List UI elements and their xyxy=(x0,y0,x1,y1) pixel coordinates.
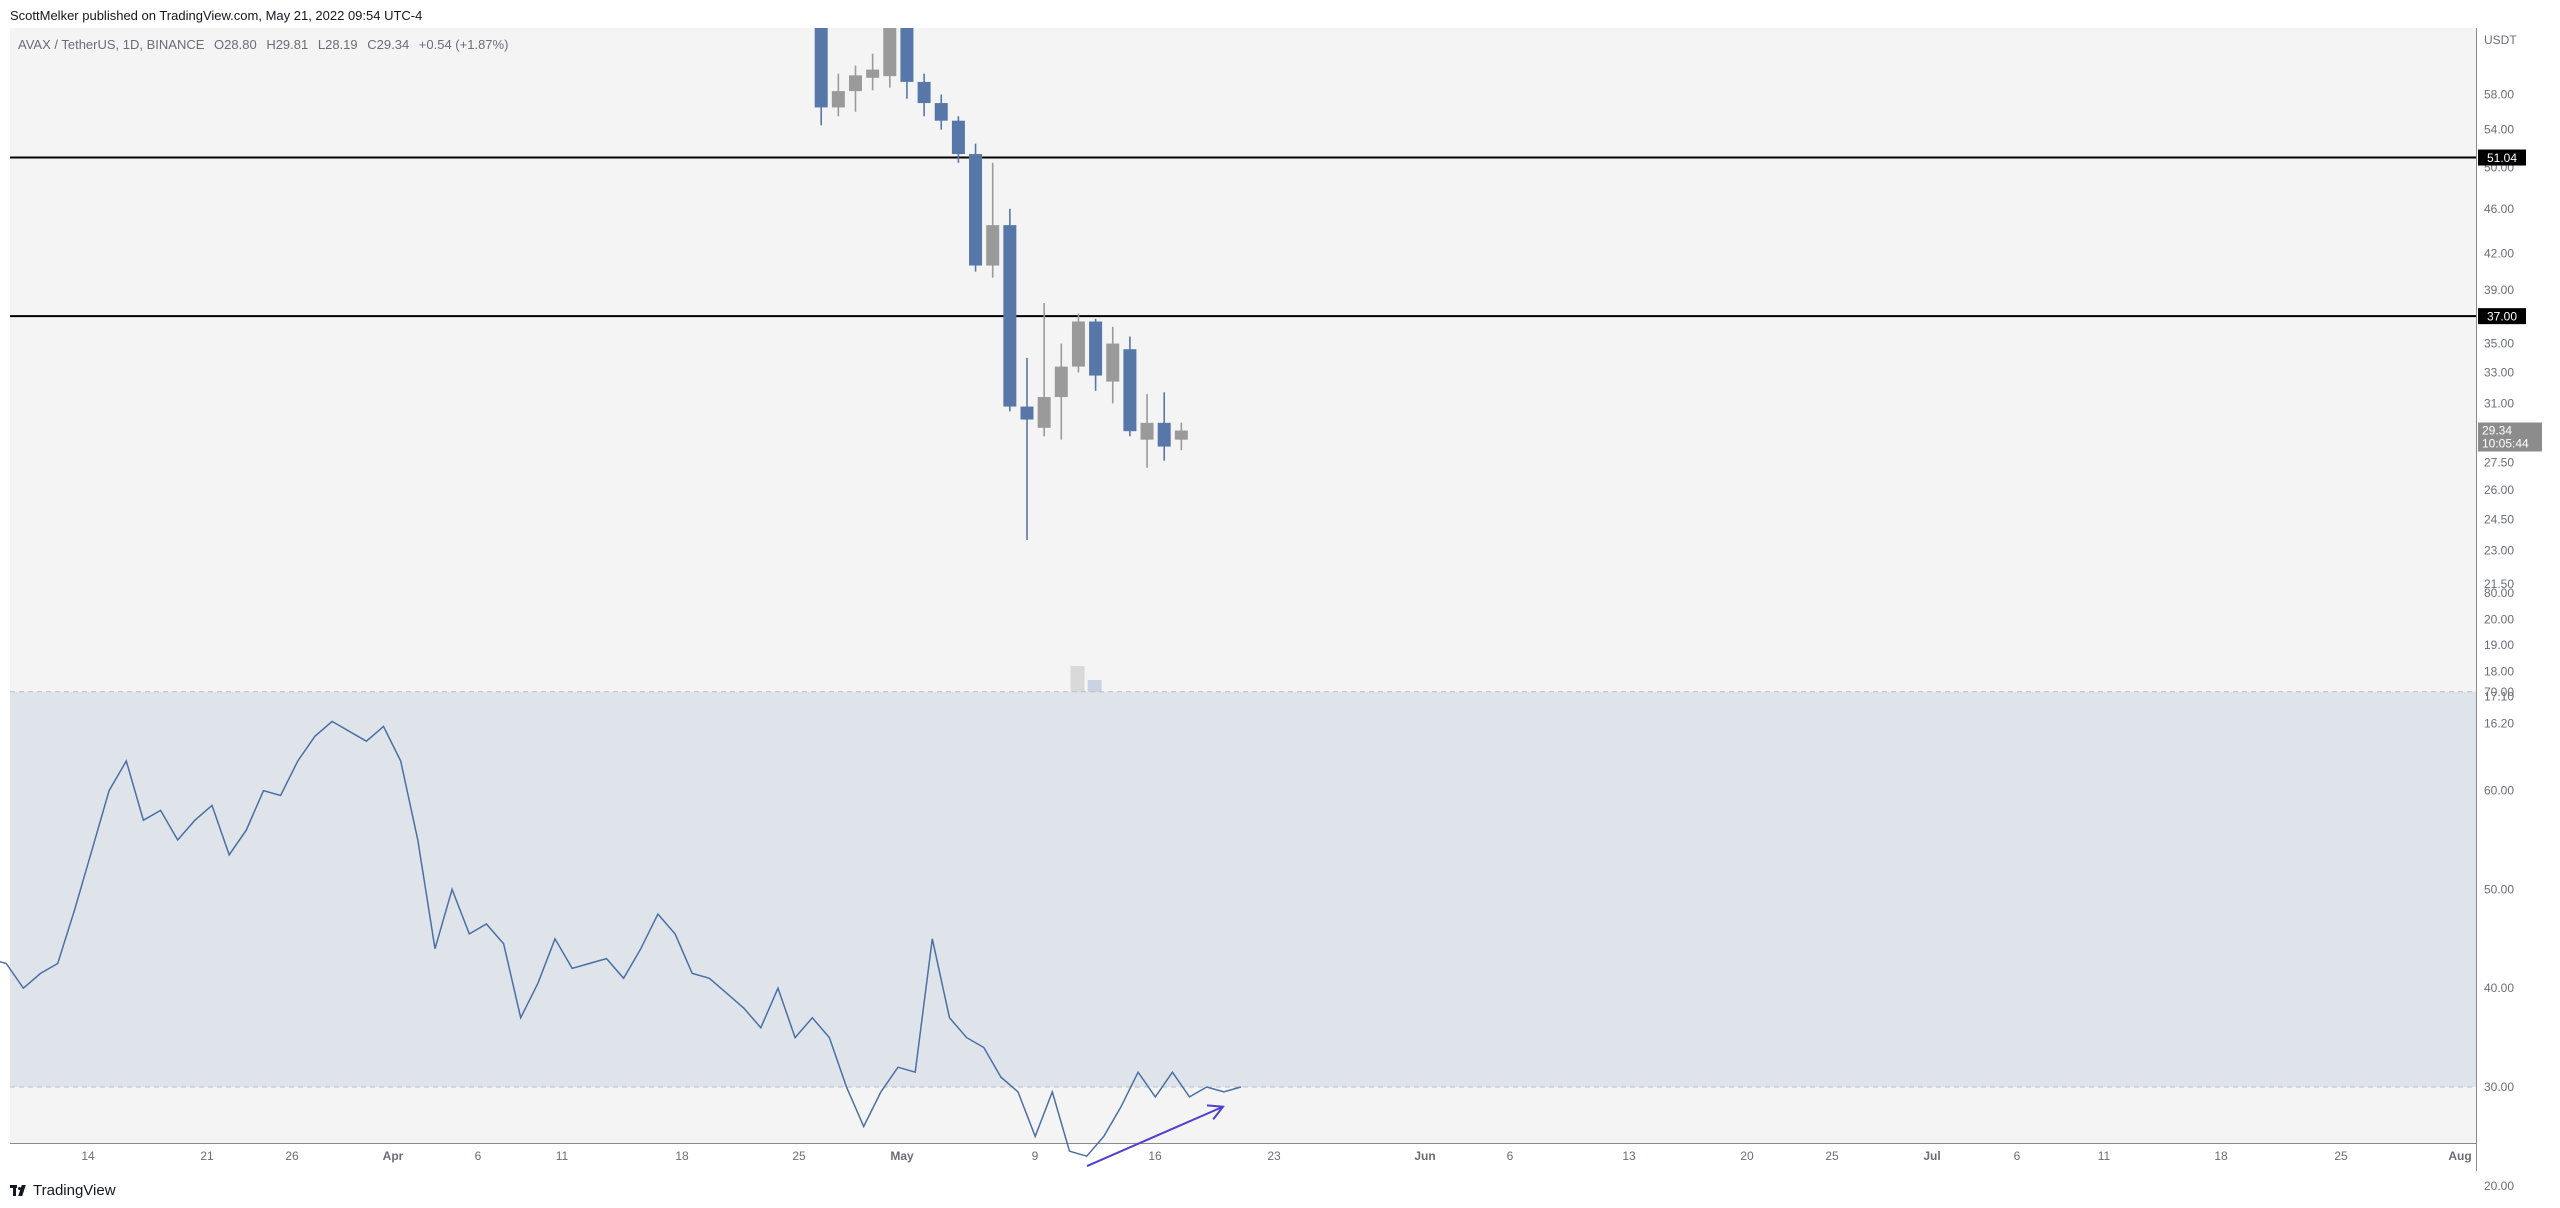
candle-body xyxy=(1020,406,1034,420)
time-tick-label: Apr xyxy=(383,1149,404,1163)
price-tick-label: 31.00 xyxy=(2484,396,2514,410)
price-tick-label: 27.50 xyxy=(2484,455,2514,469)
candle-body xyxy=(866,69,880,78)
candle-body xyxy=(934,103,948,121)
time-tick-label: Aug xyxy=(2448,1149,2471,1163)
candle-body xyxy=(951,120,965,155)
candle-body xyxy=(1071,321,1085,367)
candle-body xyxy=(814,28,828,108)
time-tick-label: 13 xyxy=(1622,1149,1636,1163)
price-tick-label: 20.00 xyxy=(2484,612,2514,626)
rsi-tick-label: 80.00 xyxy=(2484,586,2514,600)
last-price-label: 29.34 xyxy=(2482,424,2512,438)
ohlc-low: L28.19 xyxy=(317,37,358,52)
candle-body xyxy=(986,225,1000,266)
publisher-line: ScottMelker published on TradingView.com… xyxy=(10,8,423,23)
time-tick-label: 9 xyxy=(1032,1149,1039,1163)
price-tick-label: 17.10 xyxy=(2484,690,2514,704)
candle-body xyxy=(917,81,931,104)
time-tick-label: 25 xyxy=(792,1149,806,1163)
ohlc-high: H29.81 xyxy=(266,37,309,52)
time-tick-label: 18 xyxy=(2214,1149,2228,1163)
candle-body xyxy=(969,154,983,266)
price-tick-label: 26.00 xyxy=(2484,483,2514,497)
candle-body xyxy=(883,28,897,77)
price-tick-label: 54.00 xyxy=(2484,123,2514,137)
time-tick-label: 25 xyxy=(2334,1149,2348,1163)
candle-series xyxy=(814,28,1188,540)
divergence-arrow-shaft xyxy=(1086,1105,1224,1167)
rsi-tick-label: 20.00 xyxy=(2484,1179,2514,1193)
rsi-tick-label: 30.00 xyxy=(2484,1080,2514,1094)
price-axis-unit: USDT xyxy=(2484,33,2517,47)
tradingview-logo[interactable]: TradingView xyxy=(10,1182,116,1199)
ohlc-change: +0.54 (+1.87%) xyxy=(418,37,509,52)
time-tick-label: 21 xyxy=(200,1149,214,1163)
horizontal-line-label-bg xyxy=(2478,308,2526,325)
countdown-label: 10:05:44 xyxy=(2482,437,2529,451)
price-tick-label: 19.00 xyxy=(2484,638,2514,652)
price-tick-label: 18.00 xyxy=(2484,664,2514,678)
time-tick-label: 20 xyxy=(1740,1149,1754,1163)
candle-body xyxy=(1003,225,1017,407)
ohlc-open: O28.80 xyxy=(214,37,257,52)
price-tick-label: 16.20 xyxy=(2484,716,2514,730)
price-pane xyxy=(10,28,2476,820)
brand-label: TradingView xyxy=(33,1182,116,1199)
candle-body xyxy=(1054,366,1068,398)
horizontal-line-label: 37.00 xyxy=(2487,310,2517,324)
candle-body xyxy=(900,28,914,82)
price-tick-label: 42.00 xyxy=(2484,247,2514,261)
time-tick-label: 16 xyxy=(1148,1149,1162,1163)
price-tick-label: 33.00 xyxy=(2484,366,2514,380)
price-tick-label: 58.00 xyxy=(2484,88,2514,102)
ohlc-close: C29.34 xyxy=(367,37,410,52)
candle-body xyxy=(831,91,845,108)
price-tick-label: 46.00 xyxy=(2484,202,2514,216)
symbol-title[interactable]: AVAX / TetherUS, 1D, BINANCE xyxy=(18,37,205,52)
rsi-tick-label: 60.00 xyxy=(2484,784,2514,798)
price-tick-label: 24.50 xyxy=(2484,512,2514,526)
price-tick-label: 23.00 xyxy=(2484,544,2514,558)
candle-body xyxy=(849,75,862,92)
rsi-tick-label: 40.00 xyxy=(2484,981,2514,995)
candle-body xyxy=(1123,349,1137,432)
candle-body xyxy=(1037,397,1051,428)
rsi-band xyxy=(10,691,2476,1087)
time-tick-label: May xyxy=(890,1149,914,1163)
time-tick-label: 25 xyxy=(1825,1149,1839,1163)
time-tick-label: Jul xyxy=(1923,1149,1940,1163)
last-price-label-bg xyxy=(2478,422,2542,452)
candle-body xyxy=(1089,321,1103,376)
divergence-arrow-head xyxy=(1206,1104,1225,1121)
time-tick-label: 6 xyxy=(475,1149,482,1163)
candle-body xyxy=(1106,343,1120,382)
candle-body xyxy=(1174,430,1188,440)
time-tick-label: 26 xyxy=(285,1149,299,1163)
horizontal-line-label: 51.04 xyxy=(2487,151,2517,165)
time-tick-label: 11 xyxy=(2098,1149,2111,1163)
time-tick-label: 23 xyxy=(1267,1149,1281,1163)
symbol-info-bar: AVAX / TetherUS, 1D, BINANCE O28.80 H29.… xyxy=(18,37,514,52)
horizontal-line-label-bg xyxy=(2478,149,2526,166)
price-tick-label: 21.50 xyxy=(2484,577,2514,591)
candle-body xyxy=(1140,422,1154,440)
time-tick-label: Jun xyxy=(1414,1149,1435,1163)
time-tick-label: 6 xyxy=(2014,1149,2021,1163)
time-tick-label: 6 xyxy=(1507,1149,1514,1163)
rsi-tick-label: 70.00 xyxy=(2484,685,2514,699)
candle-body xyxy=(1157,422,1171,447)
time-tick-label: 11 xyxy=(556,1149,569,1163)
time-tick-label: 14 xyxy=(81,1149,95,1163)
rsi-tick-label: 50.00 xyxy=(2484,882,2514,896)
rsi-line xyxy=(0,720,1242,1158)
price-tick-label: 39.00 xyxy=(2484,283,2514,297)
tradingview-icon xyxy=(10,1185,27,1196)
time-tick-label: 18 xyxy=(675,1149,689,1163)
price-tick-label: 35.00 xyxy=(2484,337,2514,351)
